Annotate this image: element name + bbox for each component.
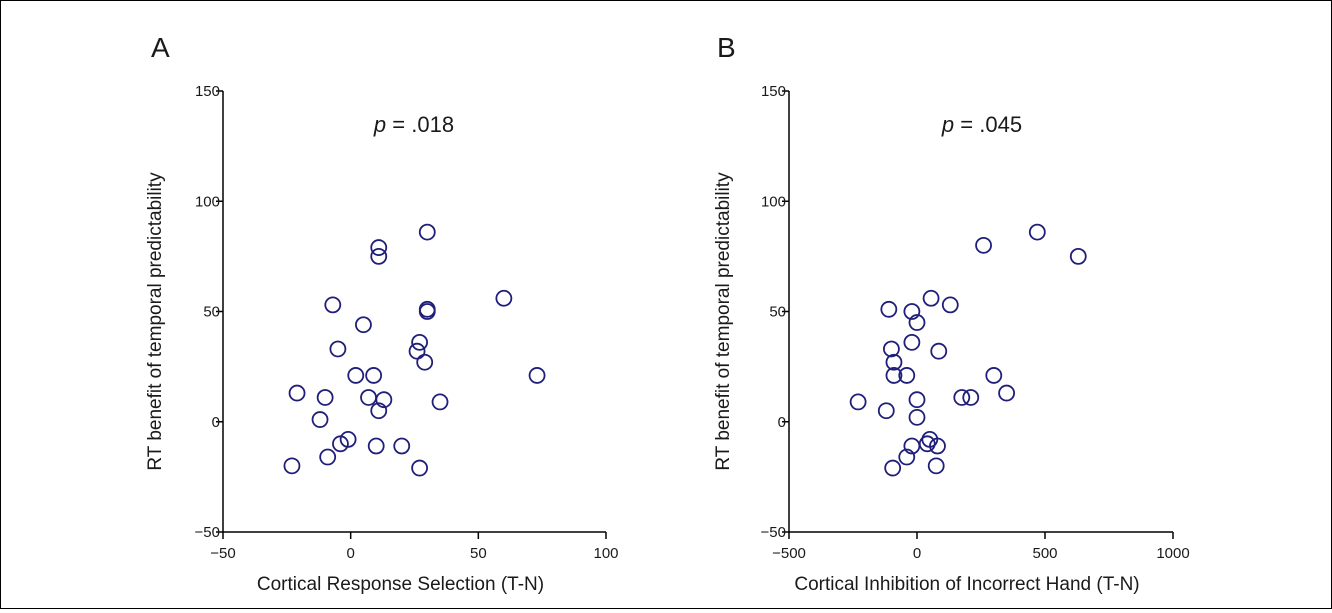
- panel-b-data-point: [903, 437, 921, 455]
- panel-a-data-point: [288, 384, 306, 402]
- panel-a-data-point: [418, 303, 436, 320]
- panel-a-data-point: [367, 437, 385, 455]
- panel-a-y-tick-label: 50: [203, 304, 220, 321]
- panel-b-y-tick-label: 100: [761, 193, 786, 210]
- panel-a-data-point: [528, 367, 546, 384]
- panel-a-data-point: [370, 239, 388, 256]
- panel-b-data-point: [898, 448, 916, 466]
- panel-a-y-tick-label: 100: [195, 193, 220, 210]
- panel-a-y-tick-label: 150: [195, 83, 220, 100]
- panel-a-data-point: [370, 402, 388, 420]
- panel-b-y-tick-label: 150: [761, 83, 786, 100]
- panel-b-data-point: [898, 367, 916, 384]
- panel-b-letter: B: [717, 32, 736, 63]
- panel-b-data-point: [849, 393, 867, 411]
- panel-a-p-symbol: p: [373, 112, 386, 137]
- panel-a-data-point: [355, 316, 372, 334]
- panel-b-data-point: [930, 342, 948, 360]
- panel-b-data-point: [918, 435, 936, 453]
- panel-a-data-point: [324, 296, 342, 314]
- panel-b-data-point: [885, 353, 903, 371]
- panel-b-y-tick-label: −50: [761, 524, 786, 541]
- panel-b-data-point: [985, 367, 1003, 384]
- panel-b-data-point: [927, 457, 945, 475]
- panel-b-data-point: [975, 236, 992, 254]
- panel-b-data-point: [908, 408, 926, 426]
- panel-a-p-value: p = .018: [373, 112, 454, 137]
- panel-b-data-point: [941, 296, 959, 314]
- panel-a-x-tick-label: 0: [346, 545, 354, 562]
- panel-b-data-point: [1069, 247, 1087, 265]
- panel-a-y-tick-label: 0: [212, 414, 220, 431]
- panel-b-p-value: p = .045: [941, 112, 1022, 137]
- panel-a-data-point: [495, 289, 513, 307]
- panel-a-data-point: [319, 448, 337, 466]
- panel-a-x-axis-label: Cortical Response Selection (T-N): [257, 574, 544, 595]
- panel-b-data-point: [880, 300, 898, 318]
- panel-b-data-point: [903, 333, 921, 351]
- panel-b-data-point: [998, 384, 1015, 402]
- panel-b-p-number: = .045: [954, 112, 1022, 137]
- panel-a-p-number: = .018: [386, 112, 454, 137]
- panel-a-data-point: [370, 247, 388, 265]
- panel-a-data-point: [283, 457, 301, 475]
- panel-a-data-point: [431, 393, 449, 411]
- panel-b-data-point: [908, 314, 926, 331]
- panel-b-data-point: [962, 389, 980, 406]
- panel-a-data-point: [411, 459, 429, 477]
- panel-b-data-point: [922, 289, 940, 307]
- panel-b-data-point: [885, 367, 903, 384]
- panel-a-data-point: [329, 340, 347, 358]
- panel-b-data-point: [884, 459, 902, 477]
- panel-b-data-point: [953, 389, 971, 406]
- panel-a-data-point: [360, 389, 377, 406]
- panel-b-p-symbol: p: [941, 112, 954, 137]
- panel-b-x-tick-label: 0: [913, 545, 921, 562]
- panel-a-data-point: [411, 333, 429, 351]
- panel-a-data-point: [408, 342, 426, 360]
- panel-a-data-point: [375, 391, 393, 409]
- panel-b-x-axis-label: Cortical Inhibition of Incorrect Hand (T…: [794, 574, 1139, 595]
- panel-a-x-tick-label: 100: [593, 545, 618, 562]
- panel-a-data-point: [316, 389, 334, 406]
- panel-a-data-point: [347, 367, 365, 384]
- panel-a-x-tick-label: −50: [210, 545, 235, 562]
- panel-a-letter: A: [151, 32, 170, 63]
- panel-b-y-axis-label: RT benefit of temporal predictability: [713, 172, 734, 471]
- panel-a-y-axis-label: RT benefit of temporal predictability: [145, 172, 166, 471]
- panel-b-y-tick-label: 50: [769, 304, 786, 321]
- panel-b-y-tick-label: 0: [778, 414, 786, 431]
- panel-b-x-tick-label: −500: [772, 545, 806, 562]
- panel-a-x-tick-label: 50: [470, 545, 487, 562]
- panel-b-x-tick-label: 1000: [1156, 545, 1189, 562]
- panel-a-data-point: [311, 411, 329, 428]
- panel-a-data-point: [418, 223, 436, 241]
- panel-b-data-point: [877, 402, 895, 420]
- panel-b-data-point: [929, 437, 946, 455]
- panel-a-data-point: [416, 353, 434, 371]
- panel-a-y-tick-label: −50: [195, 524, 220, 541]
- panel-b-data-point: [908, 391, 926, 409]
- panel-a-data-point: [393, 437, 411, 455]
- panel-b-x-tick-label: 500: [1032, 545, 1057, 562]
- panel-b-data-point: [1028, 223, 1046, 241]
- panel-b-data-point: [883, 340, 900, 358]
- panel-b-data-point: [903, 303, 921, 320]
- panel-a-data-point: [365, 367, 383, 384]
- panel-a-data-point: [332, 435, 349, 453]
